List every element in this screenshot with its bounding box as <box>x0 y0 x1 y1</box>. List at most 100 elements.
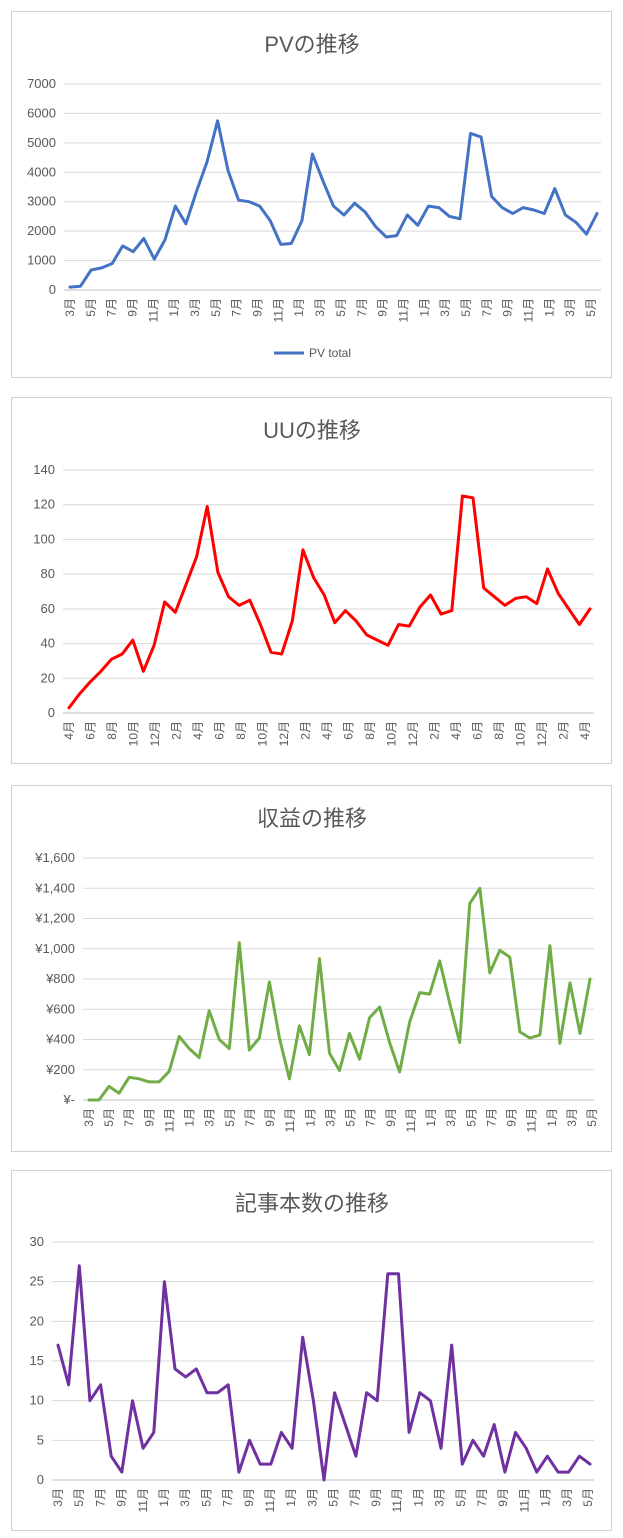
y-tick-label: 25 <box>30 1274 44 1289</box>
x-tick-label: 9月 <box>501 298 515 317</box>
y-tick-label: ¥600 <box>45 1001 75 1016</box>
x-tick-label: 2月 <box>428 721 442 740</box>
x-tick-label: 4月 <box>578 721 592 740</box>
x-tick-label: 9月 <box>142 1108 156 1127</box>
x-tick-label: 1月 <box>284 1488 298 1507</box>
x-tick-label: 7月 <box>221 1488 235 1507</box>
x-tick-label: 5月 <box>199 1488 213 1507</box>
x-tick-label: 12月 <box>277 721 291 746</box>
x-tick-label: 11月 <box>271 298 285 322</box>
x-tick-label: 9月 <box>263 1108 277 1127</box>
series-line <box>68 119 599 289</box>
y-tick-label: 5000 <box>27 135 56 150</box>
y-tick-label: ¥400 <box>45 1032 75 1047</box>
x-tick-label: 11月 <box>521 298 535 322</box>
y-tick-label: ¥800 <box>45 971 75 986</box>
x-tick-label: 9月 <box>242 1488 256 1507</box>
x-tick-label: 3月 <box>323 1108 337 1127</box>
x-tick-label: 7月 <box>230 298 244 317</box>
x-tick-label: 3月 <box>178 1488 192 1507</box>
x-tick-label: 5月 <box>584 298 598 317</box>
x-tick-label: 11月 <box>263 1488 277 1512</box>
x-tick-label: 4月 <box>191 721 205 740</box>
x-tick-label: 3月 <box>305 1488 319 1507</box>
chart-title: UUの推移 <box>263 418 361 443</box>
x-tick-label: 7月 <box>364 1108 378 1127</box>
x-tick-label: 3月 <box>203 1108 217 1127</box>
y-tick-label: 20 <box>41 670 55 685</box>
x-tick-label: 3月 <box>560 1488 574 1507</box>
x-tick-label: 2月 <box>557 721 571 740</box>
x-tick-label: 9月 <box>496 1488 510 1507</box>
x-tick-label: 7月 <box>475 1488 489 1507</box>
x-tick-label: 11月 <box>162 1108 176 1132</box>
x-tick-label: 11月 <box>283 1108 297 1132</box>
series-line <box>67 494 592 710</box>
x-tick-label: 1月 <box>545 1108 559 1127</box>
x-tick-label: 5月 <box>581 1488 595 1507</box>
x-tick-label: 11月 <box>146 298 160 322</box>
x-tick-label: 8月 <box>492 721 506 740</box>
y-tick-label: ¥1,600 <box>34 850 75 865</box>
y-tick-label: 0 <box>48 705 55 720</box>
y-tick-label: 5 <box>37 1432 44 1447</box>
x-tick-label: 8月 <box>234 721 248 740</box>
y-tick-label: ¥1,400 <box>34 880 75 895</box>
x-tick-label: 10月 <box>256 721 270 746</box>
chart-title: 記事本数の推移 <box>235 1191 389 1216</box>
x-tick-label: 8月 <box>363 721 377 740</box>
x-tick-label: 6月 <box>342 721 356 740</box>
y-tick-label: 100 <box>33 531 55 546</box>
x-tick-label: 7月 <box>243 1108 257 1127</box>
x-tick-label: 7月 <box>348 1488 362 1507</box>
x-tick-label: 5月 <box>327 1488 341 1507</box>
x-tick-label: 3月 <box>82 1108 96 1127</box>
x-tick-label: 1月 <box>183 1108 197 1127</box>
x-tick-label: 4月 <box>449 721 463 740</box>
y-tick-label: 80 <box>41 566 55 581</box>
chart-title: PVの推移 <box>264 32 359 57</box>
y-tick-label: 6000 <box>27 105 56 120</box>
x-tick-label: 1月 <box>539 1488 553 1507</box>
series-line <box>87 886 592 1102</box>
x-tick-label: 5月 <box>459 298 473 317</box>
x-tick-label: 3月 <box>565 1108 579 1127</box>
x-tick-label: 7月 <box>105 298 119 317</box>
x-tick-label: 3月 <box>438 298 452 317</box>
x-tick-label: 10月 <box>514 721 528 746</box>
uu-chart: UUの推移 0 20 40 60 80 100 120 140 4月 6月 8月 10月 12月 2月 4月 6… <box>33 418 594 746</box>
x-tick-label: 1月 <box>292 298 306 317</box>
y-tick-label: 30 <box>30 1234 44 1249</box>
x-tick-label: 12月 <box>535 721 549 746</box>
y-tick-label: 40 <box>41 636 55 651</box>
x-tick-label: 5月 <box>454 1488 468 1507</box>
x-tick-label: 5月 <box>209 298 223 317</box>
revenue-chart-panel: 収益の推移 ¥- ¥200 ¥400 ¥600 ¥800 ¥1,000 ¥1,200 ¥1,40… <box>11 785 612 1152</box>
y-tick-label: 140 <box>33 462 55 477</box>
x-tick-label: 5月 <box>464 1108 478 1127</box>
x-tick-label: 9月 <box>251 298 265 317</box>
articles-chart-panel: 記事本数の推移 0 5 10 15 20 25 30 3月 5月 7月 9月 11月 1月 3月 5月 7月 9月… <box>11 1170 612 1531</box>
x-tick-label: 2月 <box>170 721 184 740</box>
series-line <box>56 1264 592 1482</box>
x-tick-label: 1月 <box>167 298 181 317</box>
y-tick-label: 60 <box>41 601 55 616</box>
x-tick-label: 11月 <box>525 1108 539 1132</box>
x-tick-label: 1月 <box>411 1488 425 1507</box>
x-tick-label: 11月 <box>136 1488 150 1512</box>
y-tick-label: 1000 <box>27 253 56 268</box>
x-tick-label: 9月 <box>126 298 140 317</box>
y-tick-label: 20 <box>30 1313 44 1328</box>
x-tick-label: 7月 <box>484 1108 498 1127</box>
chart-title: 収益の推移 <box>257 806 367 831</box>
x-tick-label: 12月 <box>148 721 162 746</box>
y-tick-label: 7000 <box>27 76 56 91</box>
x-tick-label: 9月 <box>376 298 390 317</box>
x-tick-label: 5月 <box>223 1108 237 1127</box>
x-tick-label: 9月 <box>115 1488 129 1507</box>
x-tick-label: 1月 <box>542 298 556 317</box>
x-tick-label: 11月 <box>390 1488 404 1512</box>
revenue-chart: 収益の推移 ¥- ¥200 ¥400 ¥600 ¥800 ¥1,000 ¥1,200 ¥1,40… <box>34 806 599 1132</box>
x-tick-label: 6月 <box>471 721 485 740</box>
x-tick-label: 11月 <box>396 298 410 322</box>
